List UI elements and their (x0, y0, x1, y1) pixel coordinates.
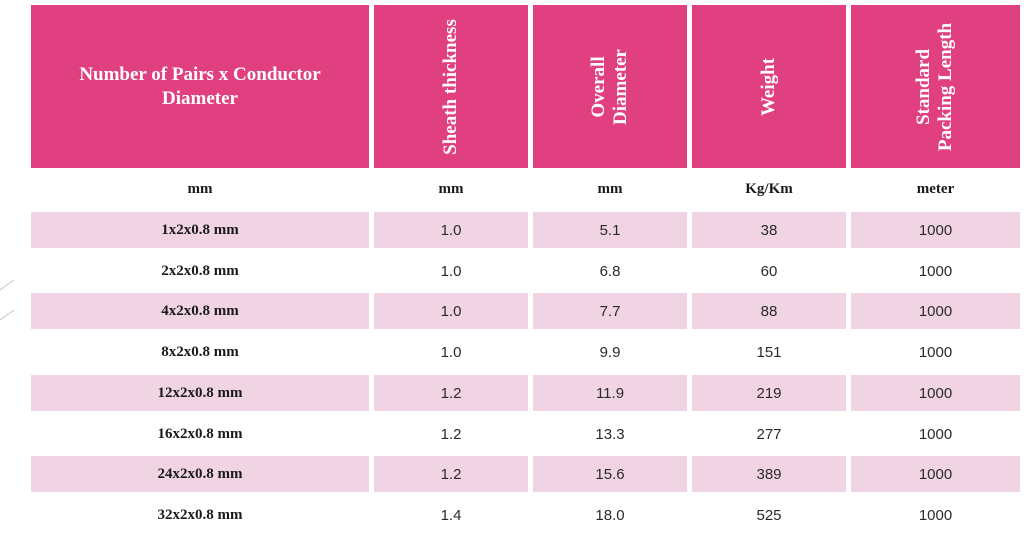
table-cell: 18.0 (595, 506, 625, 524)
table-cell: 1.4 (440, 506, 462, 524)
table-cell: 11.9 (533, 375, 687, 411)
table-cell: 1000 (918, 343, 953, 361)
table-cell: 219 (692, 375, 846, 411)
header-cell-sheath: Sheath thickness (374, 5, 528, 168)
table-cell: 60 (760, 262, 778, 280)
header-line: Weight (758, 57, 779, 116)
table-cell: 15.6 (533, 456, 687, 492)
table-cell: 277 (756, 425, 782, 443)
row-label: 12x2x0.8 mm (31, 375, 369, 411)
header-cell-weight: Weight (692, 5, 846, 168)
table-cell: 5.1 (533, 212, 687, 248)
table-cell: 1000 (851, 375, 1020, 411)
table-cell: 525 (756, 506, 782, 524)
table-cell: 1000 (851, 212, 1020, 248)
table-cell: 389 (692, 456, 846, 492)
unit-cell: mm (438, 180, 464, 197)
row-label: 16x2x0.8 mm (157, 425, 243, 442)
table-cell: 1000 (851, 293, 1020, 329)
header-label-packing: Standard Packing Length (914, 22, 958, 150)
decorative-lines (0, 279, 15, 321)
table-cell: 6.8 (599, 262, 621, 280)
unit-cell: meter (916, 180, 955, 197)
header-line: Sheath thickness (439, 18, 461, 155)
header-label-overall: Overall Diameter (588, 49, 632, 125)
header-label-pairs: Number of Pairs x Conductor Diameter (79, 63, 320, 111)
unit-cell: Kg/Km (745, 180, 793, 197)
header-line: Diameter (610, 48, 631, 125)
table-cell: 1.0 (374, 293, 528, 329)
header-label-weight: Weight (758, 57, 780, 115)
row-label: 2x2x0.8 mm (161, 262, 239, 279)
unit-cell: mm (187, 180, 213, 197)
table-cell: 1.2 (374, 456, 528, 492)
table-cell: 1000 (918, 425, 953, 443)
table-cell: 151 (756, 343, 782, 361)
table-cell: 38 (692, 212, 846, 248)
header-line: Number of Pairs x Conductor (79, 63, 321, 85)
table-cell: 1000 (851, 456, 1020, 492)
table-cell: 1.0 (374, 212, 528, 248)
header-cell-pairs: Number of Pairs x Conductor Diameter (31, 5, 369, 168)
table-cell: 13.3 (595, 425, 625, 443)
table-cell: 1.0 (440, 343, 462, 361)
header-line: Overall (588, 55, 609, 118)
header-line: Diameter (162, 87, 238, 109)
row-label: 4x2x0.8 mm (31, 293, 369, 329)
row-label: 8x2x0.8 mm (161, 343, 239, 360)
row-label: 1x2x0.8 mm (31, 212, 369, 248)
table-cell: 9.9 (599, 343, 621, 361)
table-cell: 1000 (918, 262, 953, 280)
table-cell: 1.2 (374, 375, 528, 411)
header-cell-packing: Standard Packing Length (851, 5, 1020, 168)
table-cell: 88 (692, 293, 846, 329)
row-label: 24x2x0.8 mm (31, 456, 369, 492)
table-cell: 1.2 (440, 425, 462, 443)
header-line: Packing Length (935, 22, 957, 151)
row-label: 32x2x0.8 mm (157, 506, 243, 523)
header-label-sheath: Sheath thickness (440, 19, 462, 155)
unit-cell: mm (597, 180, 623, 197)
header-cell-overall: Overall Diameter (533, 5, 687, 168)
table-cell: 1000 (918, 506, 953, 524)
table-cell: 1.0 (440, 262, 462, 280)
header-line: Standard (913, 48, 935, 125)
table-cell: 7.7 (533, 293, 687, 329)
